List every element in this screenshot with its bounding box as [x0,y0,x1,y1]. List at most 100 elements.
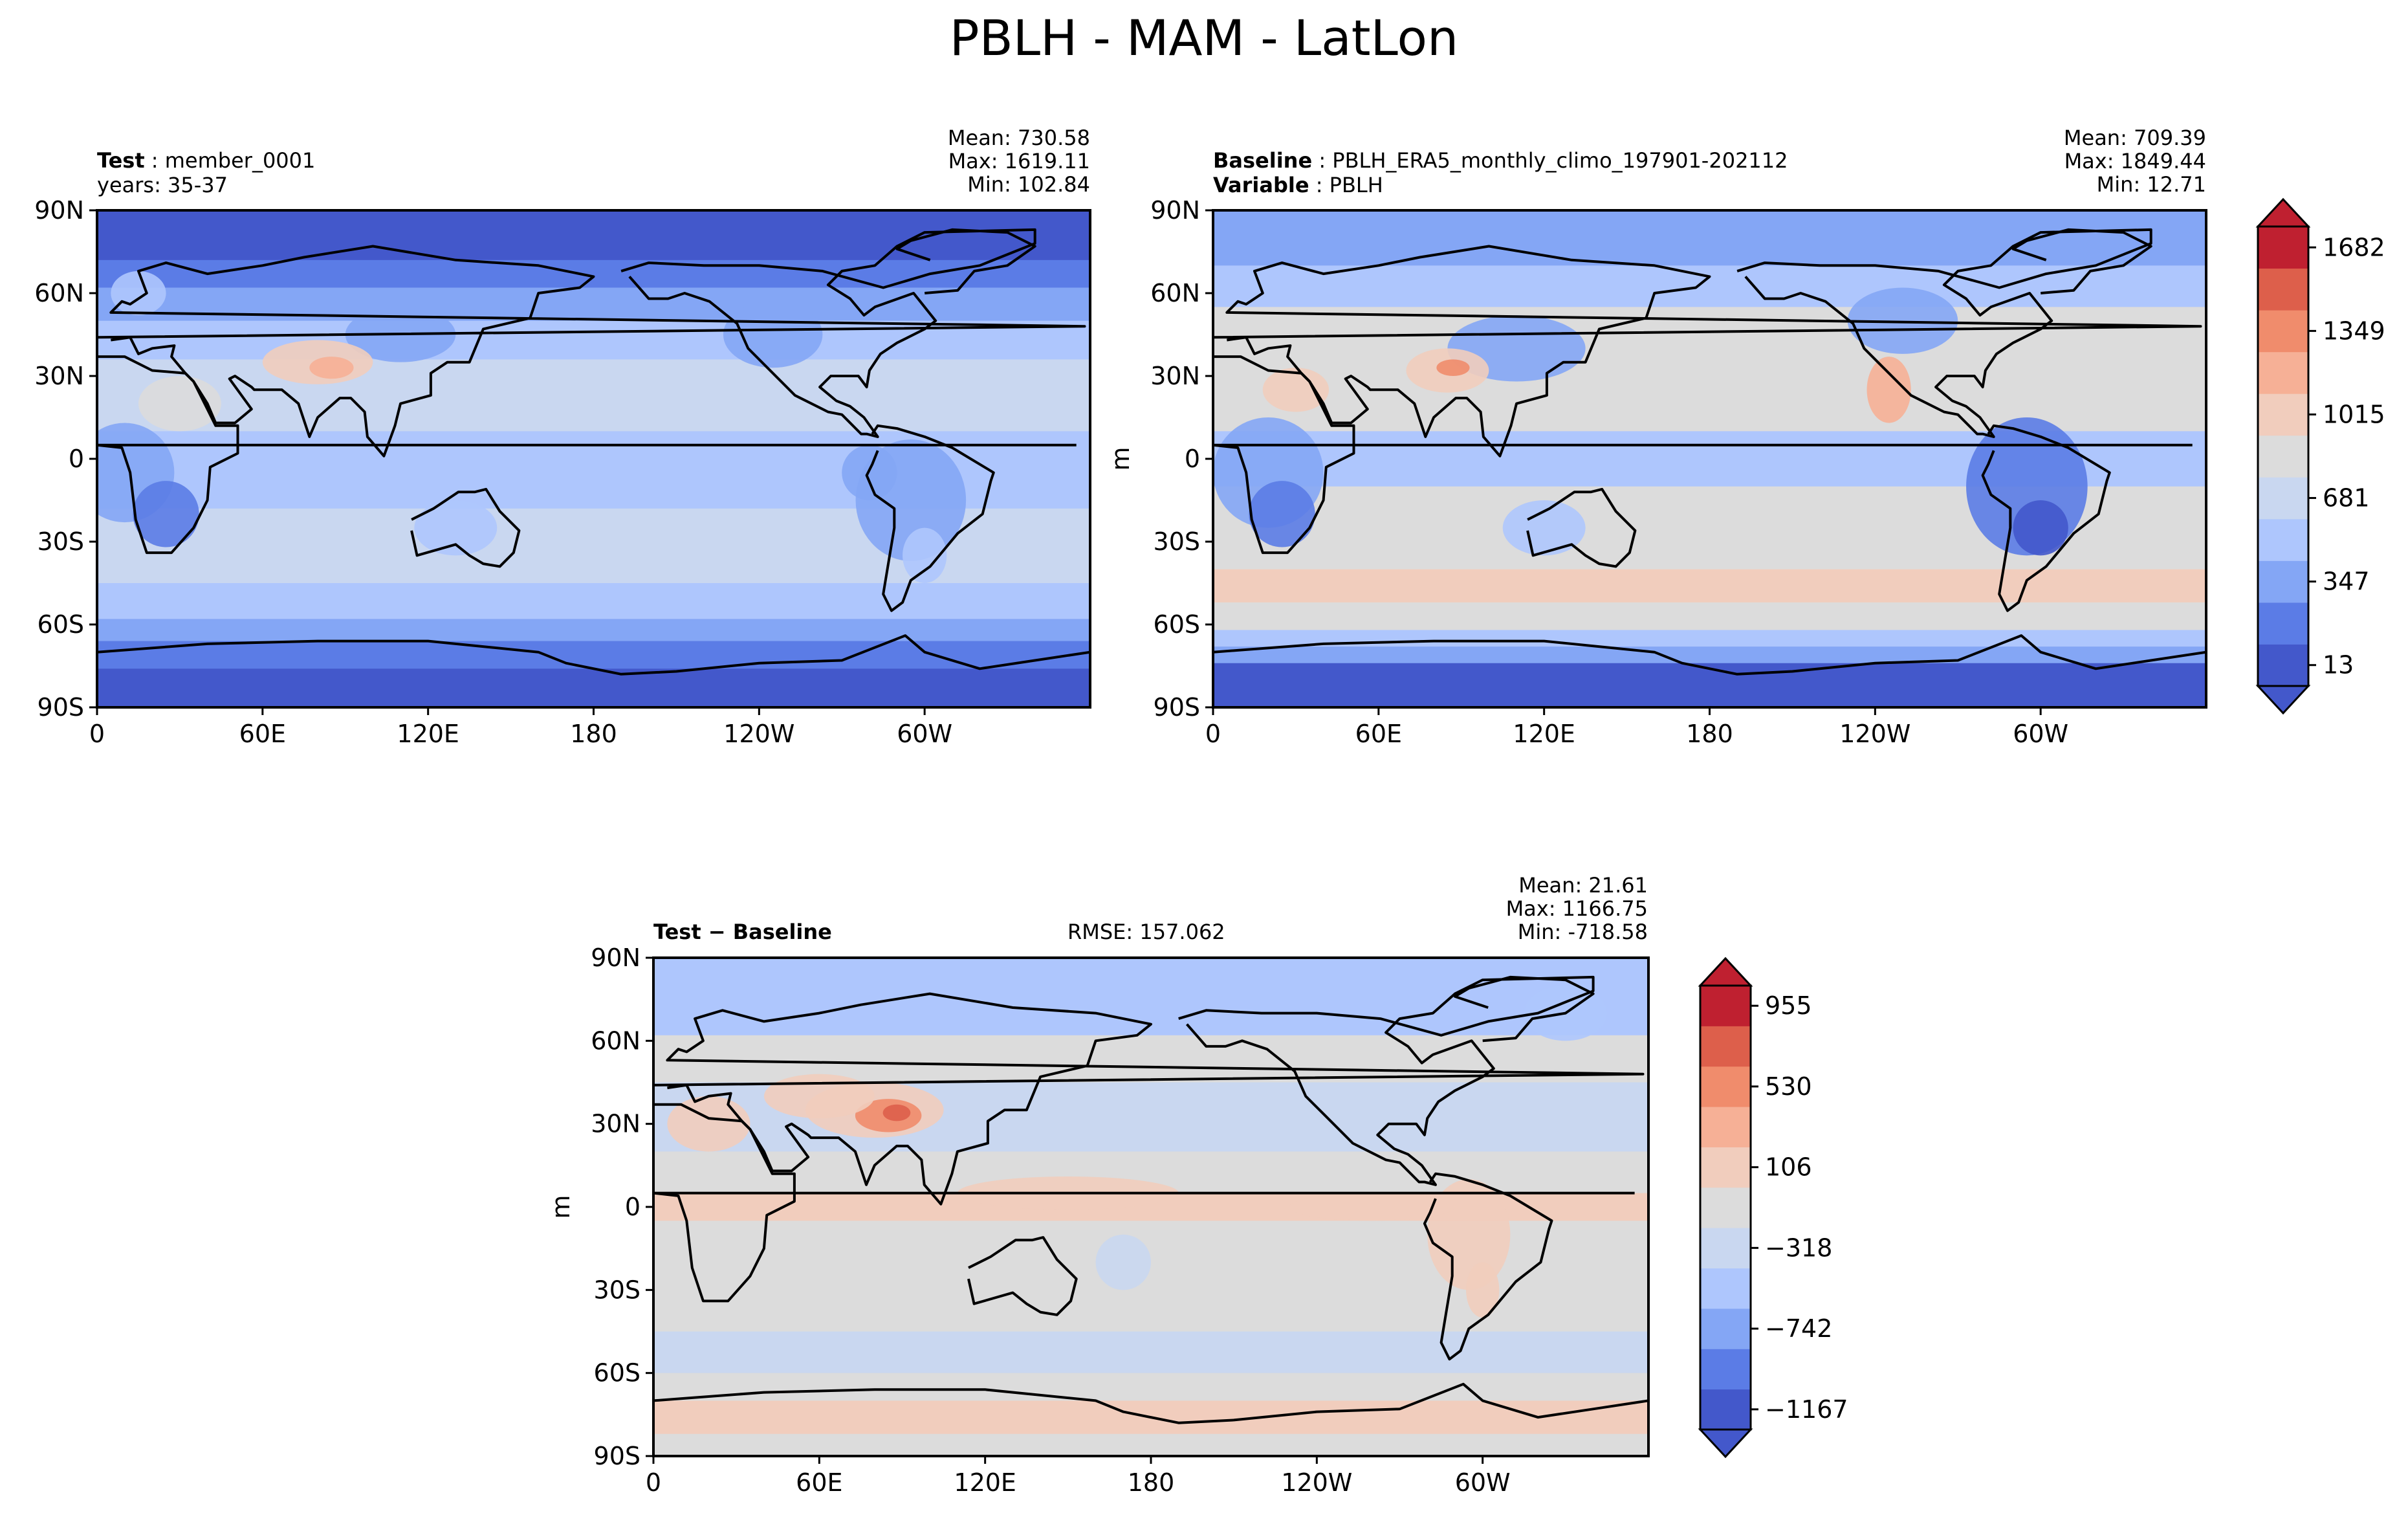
y-tick-label: 60N [591,1026,640,1055]
y-tick-label: 0 [625,1193,640,1221]
field-band [1213,630,2206,648]
colorbar-segment [2258,477,2308,520]
field-band [1213,265,2206,308]
y-tick-label: 60S [38,610,84,639]
colorbar-tick-label: −318 [1765,1233,1832,1262]
y-tick-label: 0 [1185,445,1200,473]
coastline-antarctica [97,634,1090,676]
coastline-antarctica [653,1382,1648,1424]
y-tick-label: 30S [38,527,84,556]
field-test [97,210,1090,707]
y-tick-label: 30N [34,362,84,390]
field-blob [1466,1262,1500,1318]
colorbar-segment [2258,268,2308,311]
colorbar-segment [2258,435,2308,478]
coastline-greenland [2011,228,2152,294]
colorbar-segment [2258,226,2308,269]
field-band [97,668,1090,707]
map-panel-difference: 0 60E 120E 180 120W 60W 90N 60N 30N 0 30S 60S 90S m [547,944,1650,1497]
x-tick-label: 0 [1205,720,1221,748]
colorbar-segment [1700,1308,1751,1349]
coastline-antarctica [1213,634,2206,676]
field-band [1213,646,2206,664]
field-blob [1436,359,1470,376]
test-years: years: 35-37 [97,173,228,197]
coastline-namerica [1178,975,1595,1186]
colorbar-segment [1700,1107,1751,1147]
coastline-eurasia [97,245,1086,458]
colorbar-tick-label: 106 [1765,1153,1812,1182]
field-blob [1289,1193,1455,1221]
diff-mean: Mean: 21.61 [1518,873,1648,898]
field-blob [138,376,221,432]
y-tick-label: 60S [594,1359,640,1387]
test-case-name: member_0001 [164,148,316,173]
coastline-africa [97,355,1077,555]
colorbar-tick-label: 1349 [2323,316,2385,345]
colorbar-segment [1700,1389,1751,1430]
colorbar-tick-label: −742 [1765,1314,1832,1343]
field-band [1213,663,2206,707]
field-band [97,210,1090,261]
variable-value: PBLH [1329,173,1383,197]
colorbar-segment [2258,393,2308,436]
coastline-samerica [865,424,995,612]
y-tick-label: 90S [594,1442,640,1470]
y-tick-label: 30S [1154,527,1200,556]
field-band [653,1433,1648,1456]
diff-stats: Mean: 21.61 Max: 1166.75 Min: -718.58 [1506,874,1648,944]
coastline-samerica [1981,424,2111,612]
colorbar-difference: −1167 −742 −318 106 530 955 [1698,956,1848,1459]
coastline-africa [1213,355,2193,555]
y-tick-label: 90N [34,196,84,225]
coastline-namerica [620,228,1036,438]
field-band [653,1373,1648,1402]
x-tick-label: 180 [1128,1468,1175,1497]
field-blob [1095,1234,1152,1290]
x-tick-label: 60E [239,720,286,748]
coastline-eurasia [653,992,1645,1206]
y-tick-label: 60S [1154,610,1200,639]
x-tick-label: 60W [1455,1468,1511,1497]
field-blob [133,481,199,547]
x-tick-label: 0 [646,1468,661,1497]
coastline-namerica [1736,228,2152,438]
colorbar-tick-label: 530 [1765,1072,1812,1101]
colorbar-tick-label: 681 [2323,484,2370,513]
coastline-greenland [895,228,1036,294]
y-tick-label: 30N [591,1110,640,1138]
y-tick-label: 60N [34,279,84,307]
colorbar-extend-min [1698,1428,1753,1459]
baseline-min: Min: 12.71 [2096,172,2206,197]
colorbar-segment [2258,518,2308,561]
field-blob [1427,1179,1511,1290]
y-tick-label: 60N [1150,279,1200,307]
field-blob [414,500,498,556]
x-tick-label: 180 [1686,720,1733,748]
y-axis-label: m [1106,447,1135,470]
colorbar-segment [1700,1349,1751,1390]
diff-title: Test − Baseline [653,920,832,944]
y-tick-label: 90N [591,944,640,972]
field-band [1213,210,2206,267]
field-band [97,260,1090,289]
field-blob [1502,500,1586,556]
x-tick-label: 60E [1355,720,1402,748]
test-label: Test [97,148,145,173]
diff-max: Max: 1166.75 [1505,896,1648,921]
y-tick-label: 90S [38,693,84,722]
x-tick-label: 120E [1513,720,1575,748]
colorbar-segment [1700,1066,1751,1107]
baseline-label: Baseline [1213,148,1313,173]
baseline-title: Baseline : PBLH_ERA5_monthly_climo_19790… [1213,148,1788,173]
colorbar-extend-min [2255,685,2311,715]
colorbar-segment [1700,1026,1751,1067]
x-tick-label: 60W [2013,720,2068,748]
y-tick-label: 0 [69,445,84,473]
colorbar-segment [1700,986,1751,1026]
map-panel-test: 0 60E 120E 180 120W 60W 90N 60N 30N 0 30S 60S 90S [34,196,1091,748]
colorbar-segment [1700,1147,1751,1188]
colorbar-frame [2257,225,2310,687]
field-blob [723,301,823,368]
colorbar-segment [2258,560,2308,603]
